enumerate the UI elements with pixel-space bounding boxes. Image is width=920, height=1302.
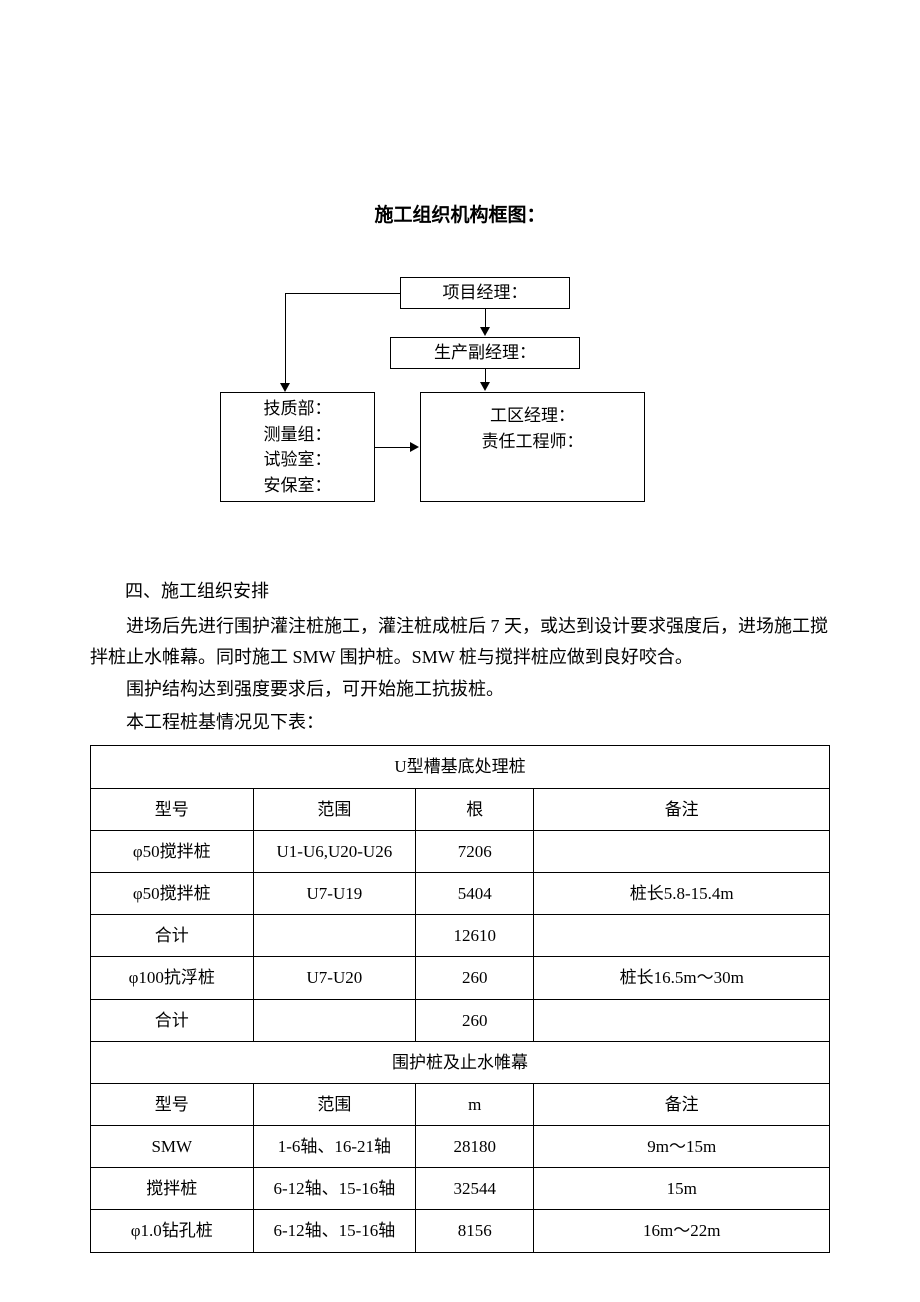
table-row: 搅拌桩 6-12轴、15-16轴 32544 15m <box>91 1168 830 1210</box>
paragraph: 围护结构达到强度要求后，可开始施工抗拔桩。 <box>90 674 830 705</box>
th: 范围 <box>253 788 416 830</box>
table-row: SMW 1-6轴、16-21轴 28180 9m～15m <box>91 1126 830 1168</box>
th: 范围 <box>253 1083 416 1125</box>
th: m <box>416 1083 534 1125</box>
td: 合计 <box>91 999 254 1041</box>
td: 28180 <box>416 1126 534 1168</box>
node-line: 试验室： <box>264 447 332 473</box>
td <box>534 915 830 957</box>
th: 型号 <box>91 788 254 830</box>
section-heading: 四、施工组织安排 <box>125 577 830 603</box>
table-row: φ100抗浮桩 U7-U20 260 桩长16.5m～30m <box>91 957 830 999</box>
td: U7-U20 <box>253 957 416 999</box>
table-group-title: U型槽基底处理桩 <box>91 746 830 788</box>
pile-table: U型槽基底处理桩 型号 范围 根 备注 φ50搅拌桩 U1-U6,U20-U26… <box>90 745 830 1252</box>
node-line: 测量组： <box>264 422 332 448</box>
td <box>534 830 830 872</box>
td: U1-U6,U20-U26 <box>253 830 416 872</box>
td: 桩长5.8-15.4m <box>534 872 830 914</box>
td: φ50搅拌桩 <box>91 872 254 914</box>
node-line: 安保室： <box>264 473 332 499</box>
node-label: 项目经理： <box>443 280 528 306</box>
td: 9m～15m <box>534 1126 830 1168</box>
td: SMW <box>91 1126 254 1168</box>
td: 15m <box>534 1168 830 1210</box>
td <box>534 999 830 1041</box>
paragraph: 进场后先进行围护灌注桩施工，灌注桩成桩后 7 天，或达到设计要求强度后，进场施工… <box>90 611 830 672</box>
td: 搅拌桩 <box>91 1168 254 1210</box>
table-group-title: 围护桩及止水帷幕 <box>91 1041 830 1083</box>
table-row: φ50搅拌桩 U1-U6,U20-U26 7206 <box>91 830 830 872</box>
td: 7206 <box>416 830 534 872</box>
table-row: φ1.0钻孔桩 6-12轴、15-16轴 8156 16m～22m <box>91 1210 830 1252</box>
node-line: 工区经理： <box>490 403 575 429</box>
th: 型号 <box>91 1083 254 1125</box>
table-header-row: 型号 范围 m 备注 <box>91 1083 830 1125</box>
node-project-manager: 项目经理： <box>400 277 570 309</box>
td: φ50搅拌桩 <box>91 830 254 872</box>
td: 合计 <box>91 915 254 957</box>
th: 备注 <box>534 1083 830 1125</box>
node-departments: 技质部： 测量组： 试验室： 安保室： <box>220 392 375 502</box>
table-row: 合计 12610 <box>91 915 830 957</box>
td: φ100抗浮桩 <box>91 957 254 999</box>
diagram-title: 施工组织机构框图： <box>90 200 830 227</box>
td <box>253 999 416 1041</box>
td: 8156 <box>416 1210 534 1252</box>
td: 5404 <box>416 872 534 914</box>
td: 260 <box>416 999 534 1041</box>
td <box>253 915 416 957</box>
td: 1-6轴、16-21轴 <box>253 1126 416 1168</box>
td: U7-U19 <box>253 872 416 914</box>
table-row: φ50搅拌桩 U7-U19 5404 桩长5.8-15.4m <box>91 872 830 914</box>
td: 16m～22m <box>534 1210 830 1252</box>
paragraph: 本工程桩基情况见下表： <box>90 707 830 738</box>
td: 6-12轴、15-16轴 <box>253 1168 416 1210</box>
node-zone-manager: 工区经理： 责任工程师： <box>420 392 645 502</box>
node-deputy-manager: 生产副经理： <box>390 337 580 369</box>
td: φ1.0钻孔桩 <box>91 1210 254 1252</box>
node-line: 技质部： <box>264 396 332 422</box>
td: 12610 <box>416 915 534 957</box>
td: 桩长16.5m～30m <box>534 957 830 999</box>
th: 根 <box>416 788 534 830</box>
node-label: 生产副经理： <box>434 340 536 366</box>
table-header-row: 型号 范围 根 备注 <box>91 788 830 830</box>
td: 6-12轴、15-16轴 <box>253 1210 416 1252</box>
td: 260 <box>416 957 534 999</box>
table-row: 合计 260 <box>91 999 830 1041</box>
th: 备注 <box>534 788 830 830</box>
td: 32544 <box>416 1168 534 1210</box>
node-line: 责任工程师： <box>482 429 584 455</box>
org-chart: 项目经理： 生产副经理： 技质部： 测量组： 试验室： 安保室： 工区经理： 责… <box>90 277 830 557</box>
